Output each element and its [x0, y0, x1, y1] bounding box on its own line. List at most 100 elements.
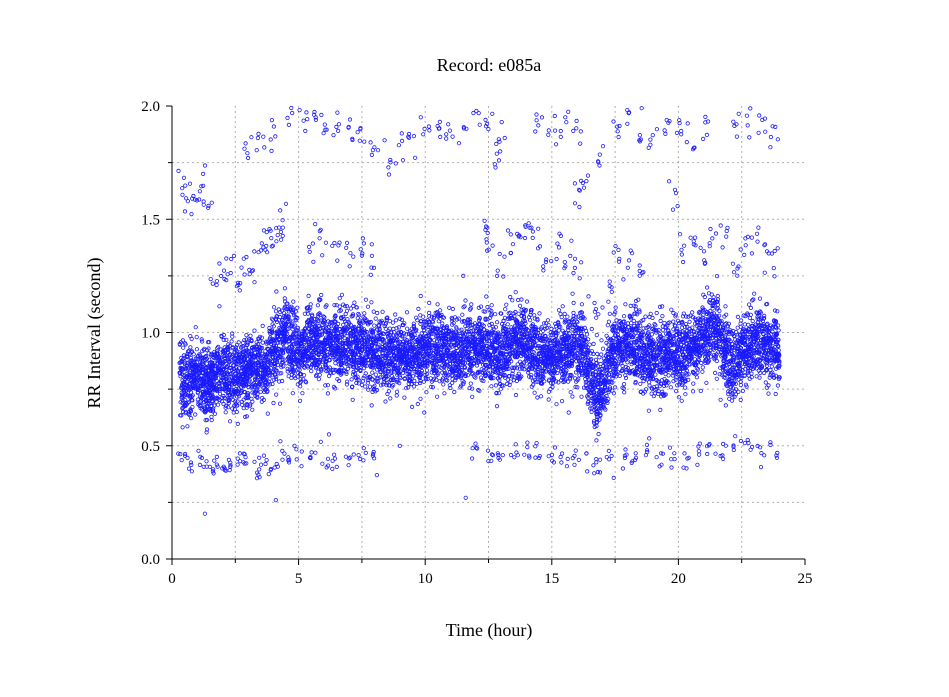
data-point [489, 303, 494, 308]
data-point [409, 404, 415, 409]
data-point [223, 355, 228, 360]
data-point [394, 389, 400, 394]
data-point [230, 397, 236, 402]
data-point [309, 368, 314, 374]
data-point [403, 386, 409, 391]
data-point [225, 346, 230, 352]
data-point [195, 390, 200, 395]
data-point [350, 397, 355, 402]
data-point [194, 334, 199, 340]
data-point [204, 417, 210, 423]
data-point [215, 352, 220, 357]
data-point [282, 286, 287, 291]
data-point [306, 293, 311, 298]
data-point [183, 397, 188, 403]
data-point [189, 397, 194, 403]
data-point [180, 425, 185, 430]
data-point [218, 370, 223, 375]
data-point [496, 391, 501, 396]
data-point [505, 377, 510, 382]
data-point [560, 304, 565, 309]
data-point [224, 367, 229, 372]
data-point [178, 413, 183, 418]
data-point [463, 298, 468, 303]
data-point [224, 374, 229, 380]
data-point [227, 398, 232, 403]
data-point [209, 417, 214, 423]
data-point [211, 355, 216, 360]
data-point [284, 361, 289, 366]
data-point [452, 389, 457, 395]
chart-title: Record: e085a [437, 55, 541, 75]
data-point [290, 391, 295, 396]
data-point [515, 297, 521, 303]
data-point [362, 311, 367, 316]
data-point [195, 368, 200, 373]
data-point [191, 359, 196, 364]
data-point [517, 303, 523, 308]
data-point [435, 302, 440, 307]
data-point [188, 386, 193, 392]
data-point [370, 370, 375, 375]
data-point [380, 309, 385, 314]
data-point [235, 380, 240, 385]
data-point [402, 395, 407, 400]
data-point [365, 304, 371, 309]
data-point [546, 397, 551, 402]
data-point [211, 406, 216, 411]
data-point [452, 315, 458, 320]
data-point [426, 310, 432, 315]
data-point [372, 323, 377, 328]
data-point [442, 391, 447, 396]
data-point [193, 412, 198, 417]
data-point [469, 302, 474, 307]
data-point [349, 377, 354, 382]
data-point [367, 384, 373, 389]
data-point [180, 381, 185, 386]
data-point [209, 414, 214, 419]
data-point [223, 410, 228, 415]
data-point [194, 378, 199, 384]
data-point [415, 401, 420, 407]
data-point [189, 416, 194, 421]
data-point [233, 380, 239, 385]
data-point [414, 381, 419, 386]
data-point [369, 300, 374, 305]
data-point [489, 384, 494, 389]
data-point [513, 392, 519, 398]
data-point [185, 424, 190, 429]
data-point [195, 397, 200, 402]
data-point [230, 334, 235, 339]
data-point [228, 381, 233, 386]
data-point [187, 351, 192, 356]
data-point [186, 411, 191, 417]
data-point [525, 370, 531, 375]
data-point [538, 394, 544, 399]
data-point [332, 302, 337, 308]
data-point [291, 299, 296, 304]
data-point [325, 391, 330, 396]
data-point [416, 306, 421, 311]
data-point [484, 294, 489, 299]
data-point [181, 404, 186, 409]
data-point [375, 310, 380, 316]
data-point [388, 396, 393, 401]
data-point [227, 365, 232, 370]
data-point [218, 355, 223, 360]
data-point [337, 296, 342, 301]
data-point [199, 337, 204, 342]
data-point [220, 348, 226, 354]
data-point [225, 355, 230, 360]
data-point [196, 371, 201, 376]
data-point [213, 396, 218, 401]
data-point [570, 291, 575, 296]
data-point [344, 308, 350, 313]
data-point [183, 342, 188, 347]
data-point [436, 319, 441, 324]
data-point [236, 373, 241, 378]
data-point [221, 393, 226, 399]
data-point [193, 365, 198, 370]
data-point [532, 313, 537, 318]
data-point [206, 351, 211, 356]
data-point [248, 333, 253, 338]
